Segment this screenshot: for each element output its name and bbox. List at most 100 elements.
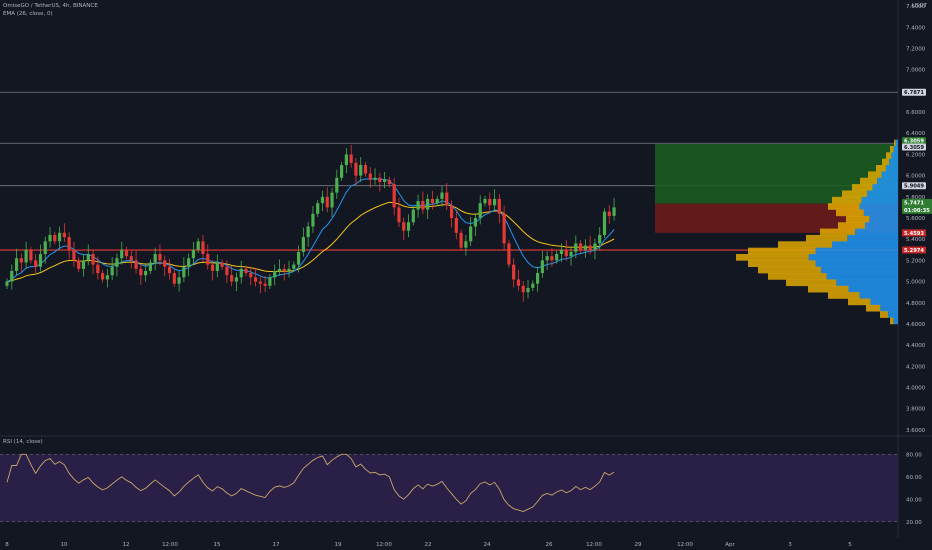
volume-profile-bar-sell [855, 228, 898, 236]
candle-body [96, 264, 100, 274]
volume-profile-bar-sell [861, 196, 898, 204]
volume-profile-bar-sell [888, 311, 898, 318]
volume-profile-bar-sell [895, 139, 898, 147]
candle-body [531, 283, 535, 288]
candle-body [115, 258, 119, 267]
candle-body [421, 201, 425, 210]
rsi-tick-label: 60.00 [906, 475, 922, 481]
volume-profile-bar-sell [826, 273, 898, 280]
candle-body [253, 277, 258, 282]
candle-body [316, 203, 320, 214]
candle-body [502, 213, 506, 244]
price-tick-label: 7.0000 [906, 68, 926, 74]
candle-body [478, 203, 482, 218]
candle-body [378, 177, 382, 182]
time-tick-label: 12:00 [376, 542, 392, 548]
candle-body [34, 260, 38, 267]
candle-body [129, 256, 133, 261]
level-tag-bg [902, 182, 926, 190]
candle-body [167, 266, 172, 274]
candle-body [263, 283, 267, 286]
candle-body [406, 222, 411, 231]
candle-body [607, 211, 611, 216]
candle-body [210, 264, 215, 271]
volume-profile-bar-buy [890, 145, 894, 153]
candle-body [287, 268, 291, 271]
candle-body [540, 260, 544, 274]
candle-body [5, 281, 9, 286]
time-tick-label: 10 [61, 542, 68, 548]
candle-body [258, 281, 262, 284]
candle-body [43, 241, 47, 255]
candle-body [19, 258, 23, 263]
candle-body [335, 177, 339, 193]
candle-body [144, 270, 148, 276]
time-tick-label: 19 [335, 542, 342, 548]
candle-body [344, 154, 348, 166]
candle-body [445, 192, 449, 206]
candle-body [196, 241, 200, 250]
candle-body [24, 249, 28, 263]
candle-body [473, 218, 478, 227]
candle-body [483, 198, 487, 204]
candle-body [402, 222, 406, 231]
price-tick-label: 4.8000 [906, 301, 926, 307]
candle-body [57, 232, 62, 242]
volume-profile-bar-buy [876, 165, 886, 172]
candle-body [10, 270, 14, 282]
time-tick-label: 3 [788, 542, 792, 548]
candle-body [435, 198, 439, 204]
candle-body [182, 266, 186, 278]
rsi-tick-label: 80.00 [906, 452, 922, 458]
price-tick-label: 5.2000 [906, 258, 926, 264]
candle-body [177, 277, 181, 284]
candle-body [535, 273, 540, 284]
volume-profile-bar-sell [821, 266, 898, 274]
candle-body [330, 192, 334, 208]
time-tick-label: 12:00 [677, 542, 693, 548]
candle-body [497, 198, 501, 214]
candle-body [14, 258, 19, 271]
volume-profile-bar-sell [832, 241, 898, 248]
candle-body [215, 262, 219, 271]
volume-profile-bar-sell [847, 234, 898, 242]
candle-body [383, 179, 387, 182]
time-tick-label: 12 [123, 542, 130, 548]
volume-profile-bar-buy [848, 298, 871, 306]
candle-body [507, 243, 511, 265]
time-tick-label: Apr [725, 542, 735, 548]
volume-profile-bar-buy [786, 279, 837, 287]
volume-profile-bar-sell [859, 203, 898, 210]
candle-body [454, 218, 458, 233]
volume-profile-bar-buy [748, 260, 816, 268]
candle-body [158, 254, 162, 261]
volume-profile-bar-buy [886, 152, 892, 159]
candle-body [120, 249, 124, 259]
candle-body [201, 241, 205, 255]
volume-profile-bar-buy [842, 190, 868, 198]
rsi-line [6, 453, 615, 512]
level-tag: 6.3059 [904, 139, 924, 145]
volume-profile-bar-sell [891, 152, 898, 159]
volume-profile-bar-sell [889, 158, 898, 166]
time-tick-label: 5 [848, 542, 852, 548]
candle-body [464, 241, 468, 248]
candle-body [440, 192, 444, 199]
price-tick-label: 4.4000 [906, 343, 926, 349]
volume-profile-bar-sell [815, 247, 898, 255]
volume-profile-bar-buy [852, 184, 873, 191]
volume-profile-bar-buy [828, 203, 860, 210]
rsi-legend: RSI (14, close) [3, 439, 43, 445]
candle-body [29, 249, 33, 261]
price-tick-label: 7.4000 [906, 25, 926, 31]
candle-body [62, 232, 66, 238]
candle-body [426, 198, 430, 210]
candle-body [555, 254, 559, 261]
level-tag: 6.7871 [904, 90, 924, 96]
ema-9-line [6, 178, 615, 283]
candle-body [48, 234, 52, 242]
volume-profile-bar-buy [736, 254, 809, 261]
price-tick-label: 6.6000 [906, 110, 926, 116]
price-tick-label: 6.2000 [906, 152, 926, 158]
